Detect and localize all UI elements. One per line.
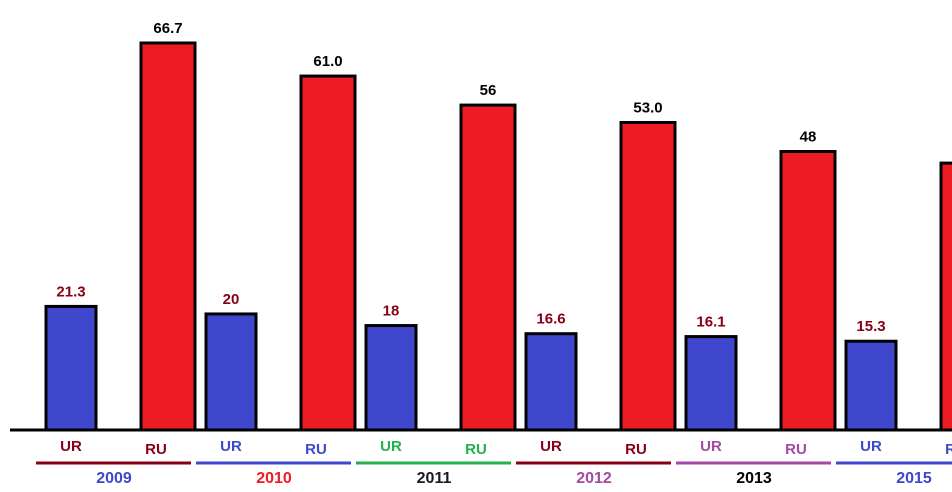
x-tick-label: 2009: [96, 470, 132, 487]
value-label: 56: [480, 82, 497, 99]
value-label: 16.1: [696, 314, 725, 331]
series-label: RU: [625, 441, 647, 458]
series-label: UR: [220, 438, 242, 455]
series-label: RU: [305, 441, 327, 458]
x-tick-label: 2012: [576, 470, 612, 487]
bar: [524, 332, 578, 432]
series-label: RU: [785, 441, 807, 458]
value-label: 20: [223, 291, 240, 308]
series-label: UR: [860, 438, 882, 455]
bar: [844, 339, 898, 432]
bar: [44, 304, 98, 432]
x-tick-label: 2011: [417, 470, 452, 487]
series-label: RU: [145, 441, 167, 458]
value-label: 61.0: [313, 53, 342, 70]
bar: [204, 312, 258, 432]
x-tick-label: 2015: [896, 470, 932, 487]
bar: [459, 103, 517, 432]
bar: [779, 149, 837, 432]
bar: [299, 74, 357, 432]
series-label: RU: [945, 441, 952, 458]
x-tick-label: 2013: [736, 470, 772, 487]
bar: [939, 161, 952, 432]
series-label: UR: [380, 438, 402, 455]
value-label: 21.3: [56, 283, 85, 300]
value-label: 53.0: [633, 99, 662, 116]
bar: [619, 120, 677, 432]
value-label: 15.3: [856, 318, 885, 335]
series-label: UR: [60, 438, 82, 455]
series-label: UR: [700, 438, 722, 455]
bar: [684, 335, 738, 432]
series-label: UR: [540, 438, 562, 455]
bar: [139, 41, 197, 432]
series-label: RU: [465, 441, 487, 458]
value-label: 66.7: [153, 20, 182, 37]
bar: [364, 324, 418, 432]
x-tick-label: 2010: [256, 470, 292, 487]
value-label: 16.6: [536, 311, 565, 328]
value-label: 18: [383, 303, 400, 320]
value-label: 48: [800, 128, 817, 145]
